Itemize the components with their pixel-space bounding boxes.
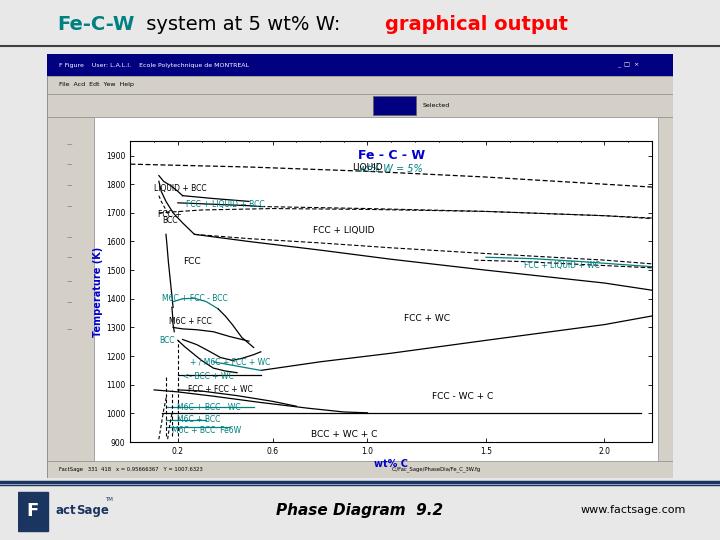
Text: TM: TM	[105, 497, 113, 502]
Text: —: —	[67, 163, 73, 168]
Text: Selected: Selected	[423, 103, 450, 108]
Text: FCC: FCC	[184, 257, 201, 266]
Text: act: act	[55, 504, 76, 517]
Text: Phase Diagram  9.2: Phase Diagram 9.2	[276, 503, 444, 518]
Text: —: —	[67, 235, 73, 240]
X-axis label: wt% C: wt% C	[374, 458, 408, 469]
Text: FCC + LIQUID + WC: FCC + LIQUID + WC	[524, 261, 600, 271]
Text: F Figure    User: L.A.L.I.    Ecole Polytechnique de MONTREAL: F Figure User: L.A.L.I. Ecole Polytechni…	[59, 63, 249, 68]
Text: LIQUID + BCC: LIQUID + BCC	[154, 184, 207, 193]
Text: FCC + WC: FCC + WC	[404, 314, 450, 323]
Text: FactSage   331  418   x = 0.95666367   Y = 1007.6323: FactSage 331 418 x = 0.95666367 Y = 1007…	[59, 467, 203, 472]
Bar	[657, 117, 673, 461]
Text: —: —	[67, 142, 73, 147]
Text: wt% W = 5%: wt% W = 5%	[359, 164, 423, 174]
Text: File  Acd  Edt  Yew  Help: File Acd Edt Yew Help	[59, 83, 134, 87]
Text: BCC + WC + C: BCC + WC + C	[310, 430, 377, 440]
Text: C:/Fac_Sage/PhaseDia/Fe_C_3W.fg: C:/Fac_Sage/PhaseDia/Fe_C_3W.fg	[392, 467, 480, 472]
Text: <- BCC + WC: <- BCC + WC	[184, 372, 234, 381]
Text: —: —	[67, 328, 73, 333]
Text: M6C + FCC: M6C + FCC	[169, 317, 212, 326]
Text: BCC: BCC	[162, 215, 177, 225]
Text: —: —	[67, 300, 73, 305]
Text: M6C + BCC - WC: M6C + BCC - WC	[177, 403, 240, 411]
Text: graphical output: graphical output	[385, 15, 568, 34]
Text: FCC - WC + C: FCC - WC + C	[432, 392, 493, 401]
Text: —: —	[67, 280, 73, 285]
Text: Fe - C - W: Fe - C - W	[358, 148, 425, 162]
Text: —: —	[67, 255, 73, 261]
Bar	[94, 117, 657, 461]
Text: BCC: BCC	[159, 336, 175, 345]
Text: FCC + FCC + WC: FCC + FCC + WC	[188, 386, 253, 394]
Text: FCC + LIQUID: FCC + LIQUID	[313, 226, 374, 234]
Text: system at 5 wt% W:: system at 5 wt% W:	[140, 15, 347, 34]
Text: —: —	[67, 184, 73, 188]
Text: M6C + BCC  Fe6W: M6C + BCC Fe6W	[171, 426, 240, 435]
Text: + / M6C + FCC + WC: + / M6C + FCC + WC	[190, 358, 270, 367]
Text: —: —	[67, 204, 73, 209]
Bar	[18, 492, 48, 531]
Text: M6C + BCC: M6C + BCC	[177, 415, 221, 424]
Bar	[47, 461, 673, 478]
Text: F: F	[27, 502, 39, 521]
Text: Fe-C-W: Fe-C-W	[58, 15, 135, 34]
Bar	[47, 54, 673, 76]
Bar	[47, 94, 673, 117]
Bar	[47, 76, 673, 94]
Bar	[47, 117, 94, 461]
Y-axis label: Temperature (K): Temperature (K)	[94, 246, 104, 337]
Bar	[372, 96, 416, 115]
Text: FCC + LIQUID + BCC: FCC + LIQUID + BCC	[186, 200, 264, 210]
Text: LIQUID: LIQUID	[352, 163, 383, 172]
Text: Sage: Sage	[76, 504, 109, 517]
Text: M6C + FCC - BCC: M6C + FCC - BCC	[161, 294, 228, 303]
Text: www.factsage.com: www.factsage.com	[581, 505, 686, 515]
Text: FCC +: FCC +	[158, 210, 181, 219]
Text: _  □  ×: _ □ ×	[617, 62, 639, 68]
